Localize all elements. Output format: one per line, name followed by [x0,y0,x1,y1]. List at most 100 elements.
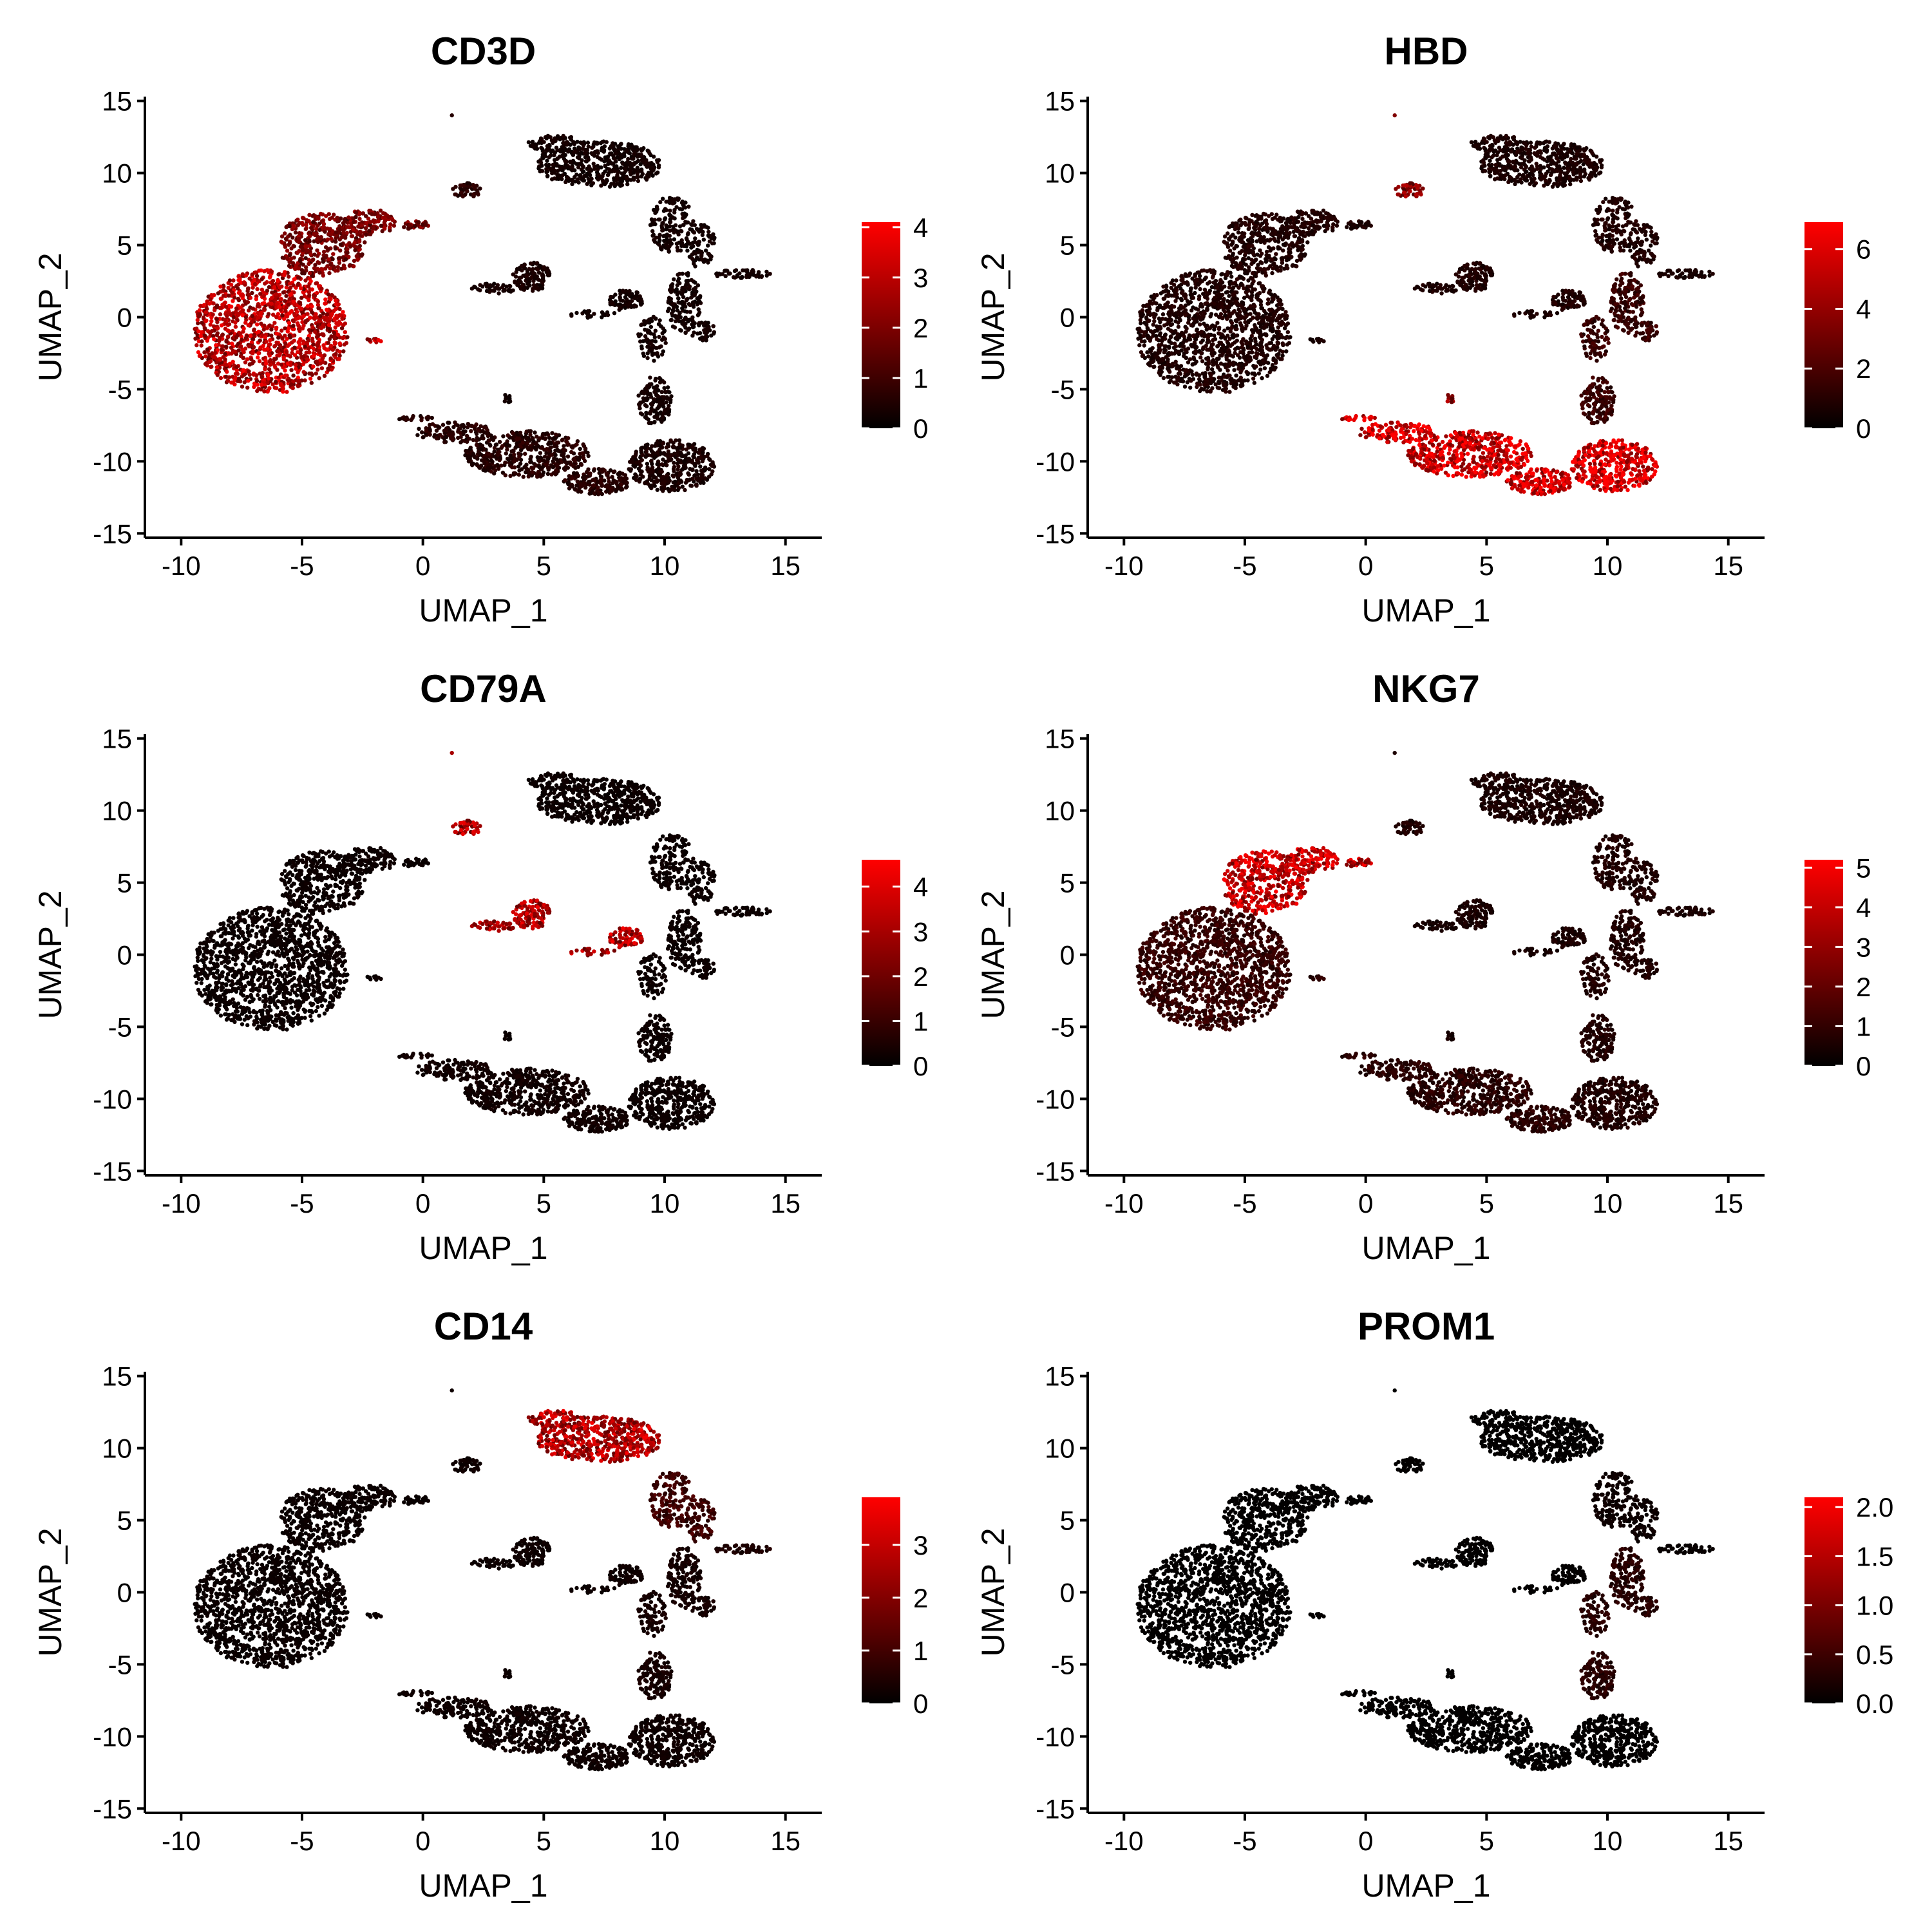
cell-point [697,478,701,482]
cell-point [212,337,216,341]
cell-point [330,229,334,233]
cell-point [348,245,352,249]
cell-point [618,302,622,306]
cell-point [585,311,589,315]
cell-point [252,278,256,282]
cell-point [679,452,683,456]
cell-point [546,273,550,277]
cell-point [745,268,749,272]
cell-point [351,227,355,231]
cell-point [338,256,342,260]
cell-point [622,171,626,175]
cell-point [316,223,319,227]
cell-point [654,209,658,213]
cell-point [225,370,229,374]
cell-point [336,218,339,222]
cell-point [710,469,714,473]
cell-point [582,164,585,168]
cell-point [651,474,655,478]
cell-point [676,461,680,465]
cell-point [303,378,307,382]
cell-point [650,174,654,178]
cell-point [367,229,371,232]
cell-point [706,230,710,234]
cell-point [214,317,218,321]
cell-point [649,325,653,329]
cell-point [525,274,529,278]
cell-point [586,140,590,144]
cell-point [354,215,357,219]
cell-point [757,270,761,274]
cell-point [653,379,657,383]
cell-point [545,269,549,272]
cell-point [303,238,307,242]
cell-point [211,301,215,305]
cell-point [281,386,285,390]
cell-point [681,295,685,299]
cell-point [352,220,355,224]
cell-point [298,221,301,225]
cell-point [659,481,663,485]
cell-point [276,272,280,276]
cell-point [613,292,617,296]
cell-point [278,345,282,348]
cell-point [288,241,292,245]
cell-point [226,334,230,338]
cell-point [623,306,627,310]
cell-point [634,460,638,464]
cell-point [667,247,670,251]
cell-point [332,331,336,335]
cell-point [227,322,231,326]
cell-point [636,393,640,397]
cell-point [267,285,271,289]
cell-point [316,306,320,310]
cell-point [485,289,489,293]
cell-point [504,285,508,289]
cell-point [689,296,693,299]
cell-point [263,281,267,285]
cell-point [581,178,585,182]
cell-point [665,226,668,230]
cell-point [568,160,572,164]
cell-point [569,143,573,147]
cell-point [334,231,338,234]
cell-point [372,226,375,230]
cell-point [706,226,710,230]
cell-point [327,323,331,327]
cell-point [669,297,673,301]
cell-point [621,289,625,292]
cell-point [208,331,212,335]
cell-point [724,274,728,278]
cell-point [227,375,231,379]
cell-point [305,357,309,361]
cell-point [661,441,665,445]
cell-point [283,374,287,377]
cell-point [628,460,632,464]
cell-point [676,464,680,468]
cell-point [652,155,656,158]
cell-point [683,322,687,326]
cell-point [342,234,346,238]
cell-point [327,247,330,251]
cell-point [276,279,279,283]
cell-point [601,178,605,182]
cell-point [650,229,654,233]
cell-point [296,350,299,354]
cell-point [453,193,457,196]
cell-point [660,226,664,230]
cell-point [194,343,198,347]
cell-point [666,487,670,491]
cell-point [236,297,240,301]
cell-point [308,279,312,283]
cell-point [199,334,203,338]
cell-point [734,268,738,272]
cell-point [515,267,519,271]
cell-point [712,332,715,336]
cell-point [683,309,687,313]
cell-point [310,381,314,384]
cell-point [688,303,692,307]
cell-point [260,277,264,281]
cell-point [549,135,553,139]
cell-point [282,273,286,277]
